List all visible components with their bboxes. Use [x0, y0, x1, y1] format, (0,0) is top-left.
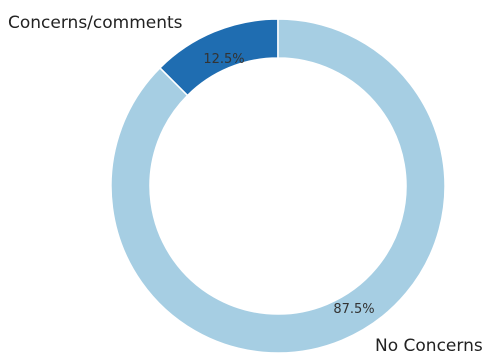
- category-label-no-concerns: No Concerns: [375, 336, 483, 354]
- category-label-concerns: Concerns/comments: [8, 13, 183, 33]
- slices-group: [110, 18, 446, 354]
- value-label-no-concerns: 87.5%: [333, 302, 374, 317]
- slice-no-concerns: [110, 18, 446, 354]
- value-label-concerns: 12.5%: [203, 52, 244, 67]
